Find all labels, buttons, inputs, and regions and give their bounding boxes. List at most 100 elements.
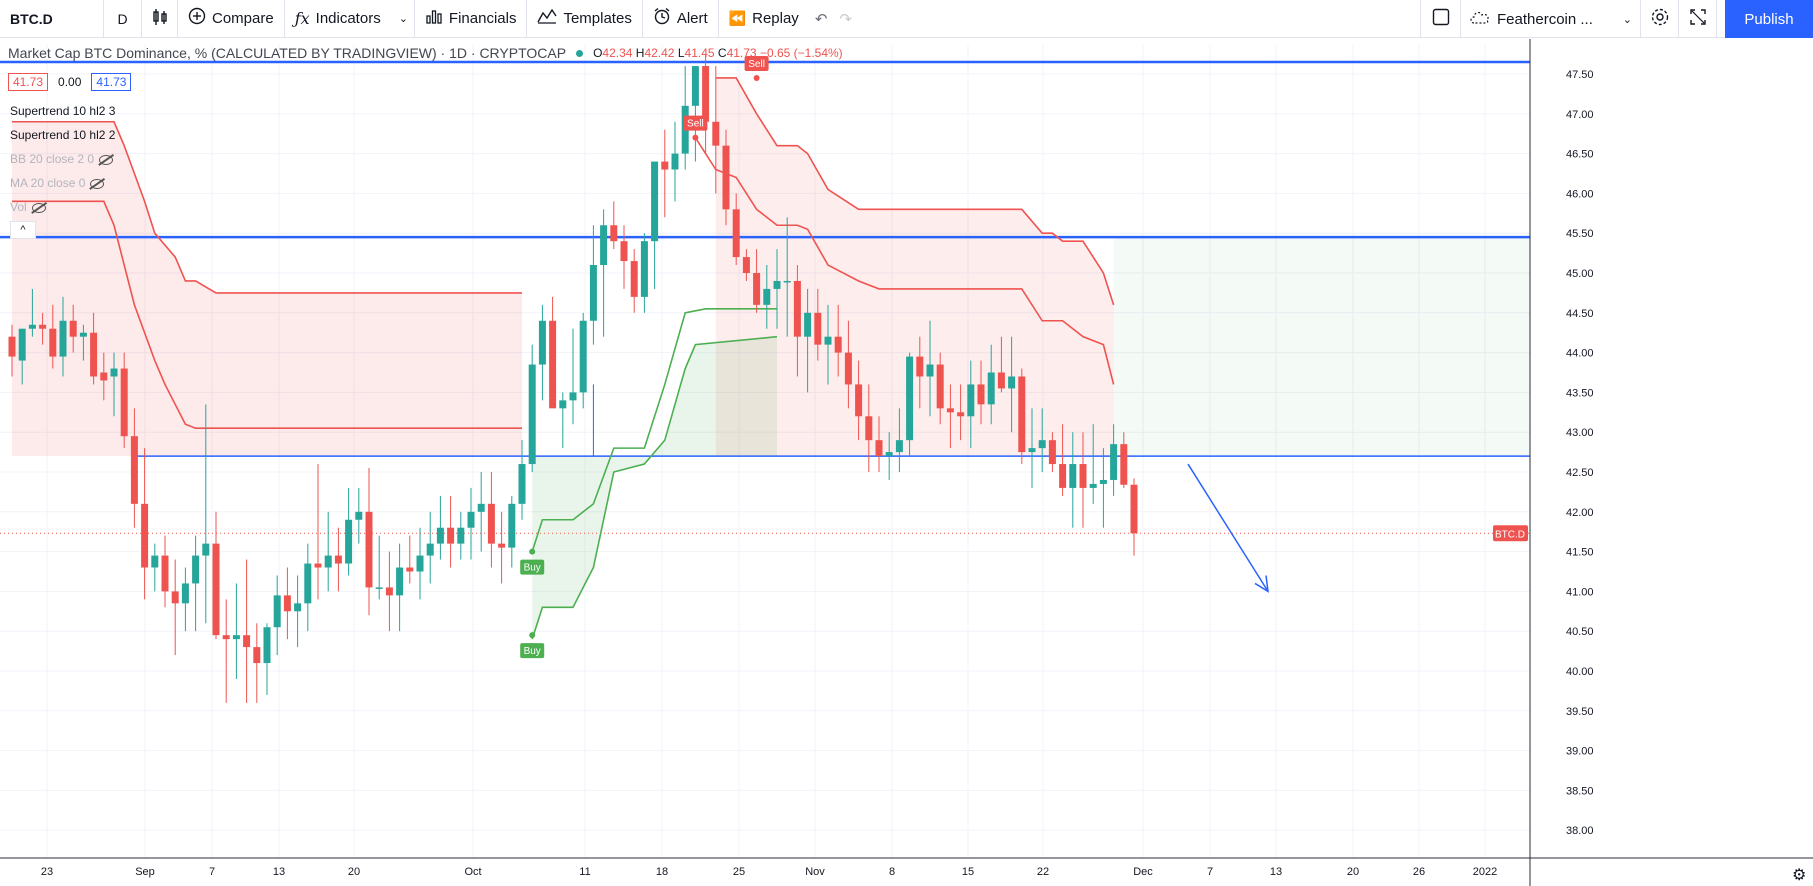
time-tick-label: Nov [805,866,825,878]
candle-body [946,408,954,413]
templates-button[interactable]: Templates [527,0,643,38]
candle-body [161,555,169,592]
alarm-icon [653,7,671,30]
candle-body [814,312,822,345]
layout-name-button[interactable]: Feathercoin ... ⌄ [1460,0,1640,38]
price-tick-label: 46.50 [1566,149,1594,161]
price-tick-label: 41.00 [1566,586,1594,598]
price-tick-label: 45.50 [1566,228,1594,240]
price-tick-label: 44.00 [1566,348,1594,360]
value-box-sell: 41.73 [8,73,49,91]
undo-icon: ↶ [814,10,828,28]
chart-type-button[interactable] [142,0,178,38]
candle-body [620,241,628,262]
layout-name-label: Feathercoin ... [1497,10,1593,28]
hidden-eye-icon[interactable] [31,202,46,213]
hidden-eye-icon[interactable] [99,154,114,165]
drawings [592,384,1269,593]
candle-body [702,66,710,122]
redo-button[interactable]: ↷ [833,0,858,38]
chart-area[interactable]: Buy Buy Sell Sell 47.50 47.00 46.50 46.00 45.50… [0,39,1813,886]
trend-arrow [1187,463,1269,592]
candle-body [283,595,291,612]
current-price-tag [1493,525,1528,542]
redo-icon: ↷ [839,10,852,28]
publish-button[interactable]: Publish [1725,0,1813,38]
indicator-ma[interactable]: MA 20 close 0 [10,176,105,190]
candle-body [222,635,230,640]
candle-body [1130,484,1138,534]
supertrend-down-line [12,120,522,294]
candle-body [773,280,781,289]
candle-body [671,153,679,170]
hidden-eye-icon[interactable] [90,178,105,189]
candle-body [232,635,240,640]
candle-body [355,511,363,520]
price-tick-label: 43.50 [1566,387,1594,399]
candle-body [110,368,118,377]
time-tick-label: 18 [656,866,668,878]
replay-label: Replay [752,10,799,27]
chevron-down-icon[interactable]: ⌄ [398,13,408,25]
candle-body [100,372,108,381]
price-tick-label: 39.50 [1566,706,1594,718]
candle-body [997,372,1005,389]
replay-button[interactable]: ⏪ Replay [719,0,809,38]
supertrend-down-fill [12,121,522,457]
time-tick-label: 8 [889,866,895,878]
candle-body [977,384,985,405]
symbol-title[interactable]: Market Cap BTC Dominance, % (CALCULATED … [8,45,567,61]
publish-label: Publish [1744,10,1794,28]
indicator-supertrend-2[interactable]: Supertrend 10 hl2 2 [10,128,116,142]
indicator-vol[interactable]: Vol [10,200,46,214]
candle-body [957,412,965,417]
market-status-dot [576,49,584,57]
symbol-search[interactable]: BTC.D [0,0,104,38]
buy-marker [520,559,545,575]
financials-button[interactable]: Financials [415,0,528,38]
plus-circle-icon [188,7,206,30]
price-tick-label: 44.50 [1566,308,1594,320]
undo-button[interactable]: ↶ [809,0,834,38]
sell-marker [683,115,708,131]
candle-body [844,352,852,385]
alert-button[interactable]: Alert [643,0,719,38]
candle-body [1008,376,1016,389]
candle-body [518,464,526,504]
candle-body [406,567,414,572]
candle-body [498,543,506,548]
compare-button[interactable]: Compare [178,0,285,38]
select-layout-toggle[interactable] [1420,0,1460,38]
range-box-fill [1113,237,1530,457]
price-chart[interactable]: Buy Buy Sell Sell 47.50 47.00 46.50 46.00 45.50… [0,39,1813,886]
chart-settings-icon: ⚙ [1792,867,1806,884]
candle-body [212,543,220,636]
chart-legend: Market Cap BTC Dominance, % (CALCULATED … [8,45,843,61]
indicators-button[interactable]: ƒx Indicators ⌄ [285,0,415,38]
indicator-bb[interactable]: BB 20 close 2 0 [10,152,114,166]
settings-button[interactable] [1640,0,1678,38]
candle-body [589,265,597,321]
candle-body [69,320,77,337]
time-tick-label: 15 [962,866,974,878]
indicator-supertrend-3[interactable]: Supertrend 10 hl2 3 [10,104,116,118]
chart-grid [0,45,1530,858]
candle-body [334,555,342,564]
templates-label: Templates [563,10,632,27]
candle-body [1120,444,1128,485]
interval-label: D [117,10,128,27]
candle-body [151,555,159,568]
fullscreen-button[interactable] [1678,0,1716,38]
ohlc-values: O42.34 H42.42 L41.45 C41.73 −0.65 (−1.54… [593,46,843,60]
buy-marker-label: Buy [524,646,541,657]
supertrend-up-line [531,335,778,640]
supertrend-fills [12,77,1530,640]
time-tick-label: 11 [579,866,590,878]
settings-icon [1650,7,1670,31]
replay-icon: ⏪ [728,10,747,26]
value-box-buy: 41.73 [91,73,132,91]
price-tick-label: 42.00 [1566,507,1594,519]
time-tick-label: 2022 [1473,866,1497,878]
collapse-legend-button[interactable]: ^ [10,221,36,239]
interval-button[interactable]: D [104,0,142,38]
